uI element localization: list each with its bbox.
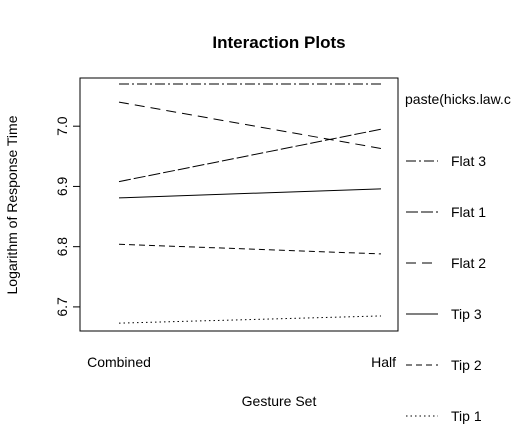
y-tick-label: 7.0 xyxy=(54,116,70,136)
series-line xyxy=(118,188,382,199)
x-tick-label: Half xyxy=(371,354,396,370)
x-tick-label: Combined xyxy=(87,354,151,370)
legend: Flat 3 Flat 1 Flat 2 Tip 3 Tip 2 Tip 1 xyxy=(406,153,486,424)
y-tick-label: 6.9 xyxy=(54,176,70,196)
y-tick-label: 6.7 xyxy=(54,297,70,317)
plot-frame xyxy=(79,77,399,332)
y-tick-label: 6.8 xyxy=(54,237,70,257)
legend-label: Tip 2 xyxy=(451,357,482,373)
legend-label: Flat 2 xyxy=(451,255,486,271)
series-line xyxy=(118,243,382,255)
y-axis: 6.7 6.8 6.9 7.0 xyxy=(54,116,80,317)
y-axis-label: Logarithm of Response Time xyxy=(4,115,20,294)
legend-title: paste(hicks.law.c xyxy=(405,91,511,107)
series-line xyxy=(118,101,382,149)
x-axis: Combined Half xyxy=(87,354,396,370)
series-lines xyxy=(118,83,382,324)
legend-label: Flat 3 xyxy=(451,153,486,169)
series-line xyxy=(118,128,382,183)
legend-label: Flat 1 xyxy=(451,204,486,220)
x-axis-label: Gesture Set xyxy=(242,393,317,409)
series-line xyxy=(118,315,382,324)
legend-label: Tip 1 xyxy=(451,408,482,424)
chart-title: Interaction Plots xyxy=(212,33,345,52)
legend-label: Tip 3 xyxy=(451,306,482,322)
